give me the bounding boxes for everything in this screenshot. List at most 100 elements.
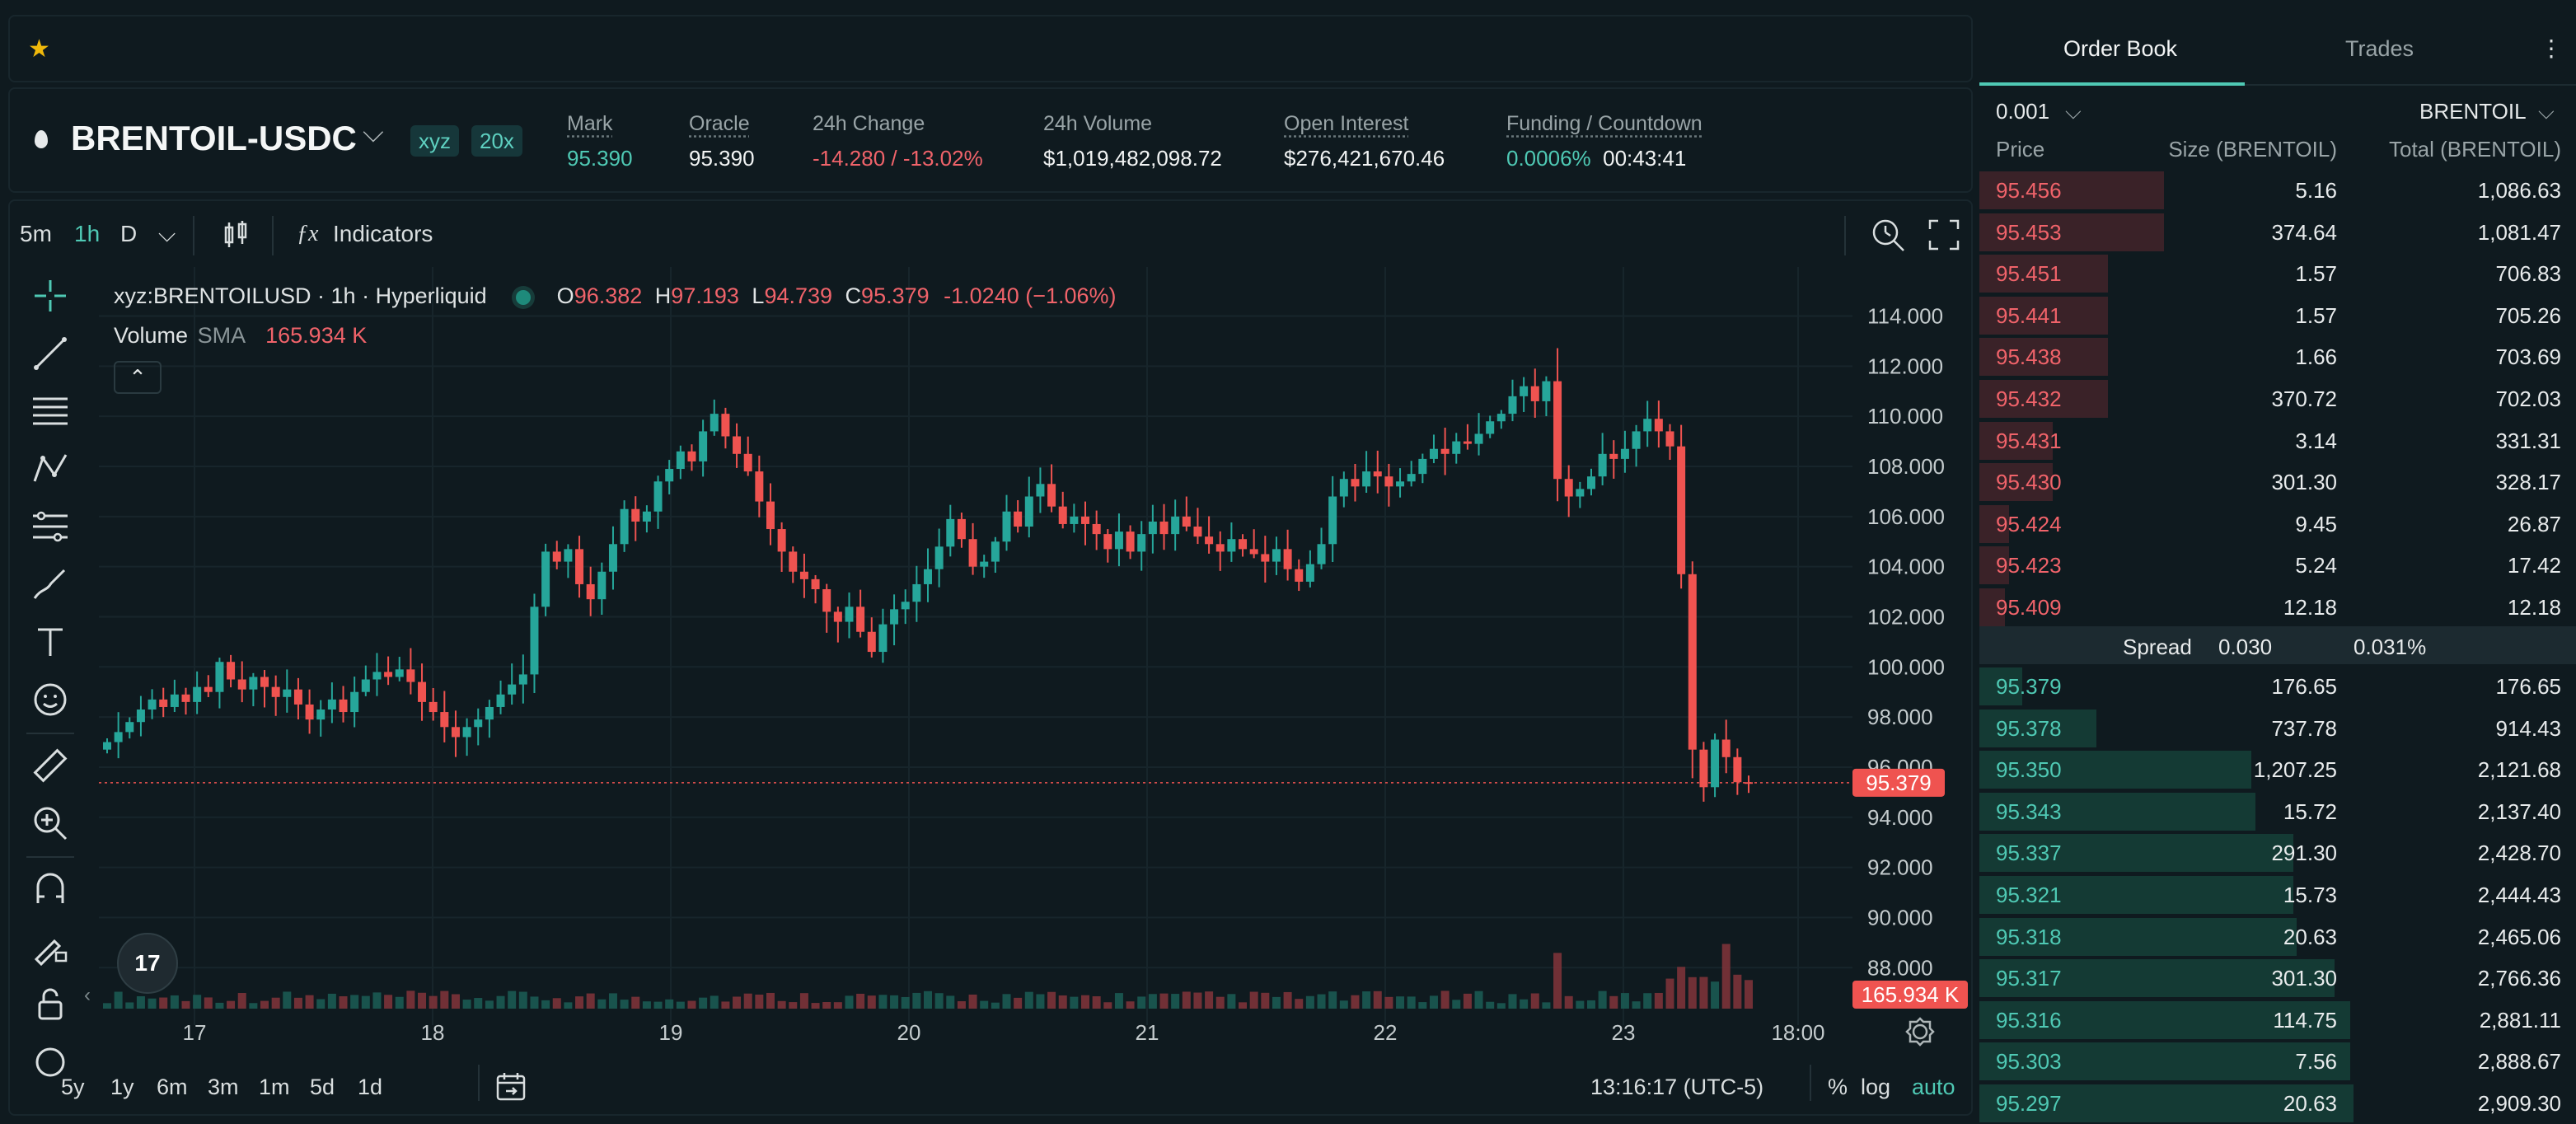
timeframe-chevron-down-icon[interactable]: ⌵ — [158, 221, 176, 246]
gear-icon[interactable] — [1904, 1015, 1937, 1048]
candle-body — [193, 686, 202, 702]
chevron-down-icon[interactable]: ⌵ — [363, 117, 384, 148]
timeframe-5m[interactable]: 5m — [20, 221, 52, 246]
percent-toggle[interactable]: % — [1828, 1075, 1848, 1099]
ask-row[interactable]: 95.453 374.64 1,081.47 — [1979, 212, 2576, 253]
log-toggle[interactable]: log — [1861, 1075, 1891, 1099]
collapse-toolbar-icon[interactable]: ‹ — [84, 984, 91, 1006]
forecast-icon[interactable] — [30, 506, 71, 547]
candle-body — [878, 624, 888, 653]
clock[interactable]: 13:16:17 (UTC-5) — [1590, 1075, 1764, 1099]
fullscreen-icon[interactable] — [1927, 218, 1961, 252]
collapse-legend-button[interactable]: ⌃ — [114, 361, 162, 394]
ask-row[interactable]: 95.409 12.18 12.18 — [1979, 587, 2576, 628]
candle-body — [653, 481, 663, 512]
volume-bar — [1126, 1001, 1135, 1009]
bid-row[interactable]: 95.318 20.63 2,465.06 — [1979, 916, 2576, 958]
function-icon[interactable]: ƒx — [297, 221, 319, 246]
pair-selector[interactable]: BRENTOIL-USDC — [71, 119, 357, 157]
timeframe-1h[interactable]: 1h — [74, 221, 101, 246]
star-icon[interactable]: ★ — [28, 35, 50, 63]
candles-icon[interactable] — [218, 218, 254, 254]
candle-body — [1373, 471, 1382, 477]
bid-price: 95.318 — [1996, 924, 2062, 949]
magnet-icon[interactable] — [30, 869, 71, 910]
brush-icon[interactable] — [30, 564, 71, 605]
legend-symbol[interactable]: xyz:BRENTOILUSD · 1h · Hyperliquid — [114, 283, 487, 308]
unit-select[interactable]: BRENTOIL — [2419, 99, 2527, 124]
candle-body — [1576, 489, 1585, 497]
ask-row[interactable]: 95.441 1.57 705.26 — [1979, 295, 2576, 336]
bid-row[interactable]: 95.379 176.65 176.65 — [1979, 666, 2576, 707]
chevron-down-icon[interactable]: ⌵ — [2065, 99, 2082, 124]
volume-bar — [1384, 996, 1393, 1009]
leverage-badge[interactable]: 20x — [471, 125, 522, 157]
tab-trades[interactable]: Trades — [2345, 36, 2414, 61]
bid-row[interactable]: 95.317 301.30 2,766.36 — [1979, 958, 2576, 999]
zoom-settings-icon[interactable] — [1869, 216, 1907, 254]
volume-bar — [1542, 1002, 1551, 1009]
open-interest-label[interactable]: Open Interest — [1284, 112, 1409, 135]
range-5d[interactable]: 5d — [310, 1075, 335, 1099]
tab-order-book[interactable]: Order Book — [2063, 36, 2178, 61]
emoji-icon[interactable] — [30, 679, 71, 720]
timeframe-d[interactable]: D — [120, 221, 138, 246]
bid-row[interactable]: 95.378 737.78 914.43 — [1979, 708, 2576, 749]
bid-row[interactable]: 95.343 15.72 2,137.40 — [1979, 791, 2576, 832]
lock-icon[interactable] — [30, 984, 71, 1025]
bid-row[interactable]: 95.303 7.56 2,888.67 — [1979, 1041, 2576, 1082]
oracle-label[interactable]: Oracle — [689, 112, 750, 135]
funding-label[interactable]: Funding / Countdown — [1506, 112, 1703, 135]
ask-row[interactable]: 95.430 301.30 328.17 — [1979, 461, 2576, 503]
tradingview-logo[interactable]: 17 — [117, 933, 178, 994]
volume-bar — [1440, 991, 1450, 1009]
range-1d[interactable]: 1d — [358, 1075, 383, 1099]
ruler-icon[interactable] — [30, 745, 71, 786]
fib-lines-icon[interactable] — [30, 391, 71, 432]
price-chart[interactable]: 114.000 112.000 110.000 108.000 106.000 104.0… — [10, 201, 1973, 1116]
auto-toggle[interactable]: auto — [1912, 1075, 1955, 1099]
zoom-in-icon[interactable] — [30, 803, 71, 844]
candle-body — [1745, 782, 1753, 784]
indicators-button[interactable]: Indicators — [333, 221, 433, 246]
candle-body — [946, 518, 955, 547]
bid-row[interactable]: 95.321 15.73 2,444.43 — [1979, 874, 2576, 916]
date-range-icon[interactable] — [494, 1070, 529, 1104]
pattern-icon[interactable] — [30, 448, 71, 489]
ask-row[interactable]: 95.431 3.14 331.31 — [1979, 420, 2576, 461]
chart-grid — [99, 267, 1852, 1025]
price-tick-label: 88.000 — [1867, 955, 1933, 980]
bid-row[interactable]: 95.316 114.75 2,881.11 — [1979, 1000, 2576, 1041]
range-5y[interactable]: 5y — [61, 1075, 85, 1099]
range-1m[interactable]: 1m — [259, 1075, 290, 1099]
volume-legend-label[interactable]: Volume — [114, 323, 189, 348]
crosshair-icon[interactable] — [30, 275, 71, 316]
text-icon[interactable] — [30, 621, 71, 663]
draw-lock-icon[interactable] — [30, 926, 71, 967]
bid-row[interactable]: 95.350 1,207.25 2,121.68 — [1979, 749, 2576, 790]
ask-row[interactable]: 95.423 5.24 17.42 — [1979, 545, 2576, 586]
range-1y[interactable]: 1y — [110, 1075, 134, 1099]
range-3m[interactable]: 3m — [208, 1075, 239, 1099]
tick-size-select[interactable]: 0.001 — [1996, 99, 2050, 124]
candles — [103, 348, 1753, 802]
mark-label[interactable]: Mark — [567, 112, 613, 135]
change-stat: 24h Change -14.280 / -13.02% — [813, 112, 983, 171]
ask-row[interactable]: 95.438 1.66 703.69 — [1979, 336, 2576, 377]
bid-row[interactable]: 95.337 291.30 2,428.70 — [1979, 832, 2576, 873]
volume-bar — [1620, 993, 1629, 1009]
volume-bar — [1182, 991, 1191, 1009]
trend-line-icon[interactable] — [30, 333, 71, 374]
eye-icon[interactable] — [30, 1042, 71, 1083]
ask-row[interactable]: 95.432 370.72 702.03 — [1979, 378, 2576, 419]
ask-row[interactable]: 95.451 1.57 706.83 — [1979, 253, 2576, 294]
candle-body — [1711, 739, 1720, 788]
candle-body — [1081, 516, 1090, 524]
ask-row[interactable]: 95.424 9.45 26.87 — [1979, 503, 2576, 545]
more-options-icon[interactable]: ⋮ — [2540, 35, 2563, 61]
chevron-down-icon[interactable]: ⌵ — [2538, 99, 2555, 124]
volume-bar — [418, 992, 427, 1009]
ask-row[interactable]: 95.456 5.16 1,086.63 — [1979, 170, 2576, 211]
bid-row[interactable]: 95.297 20.63 2,909.30 — [1979, 1083, 2576, 1124]
range-6m[interactable]: 6m — [157, 1075, 188, 1099]
